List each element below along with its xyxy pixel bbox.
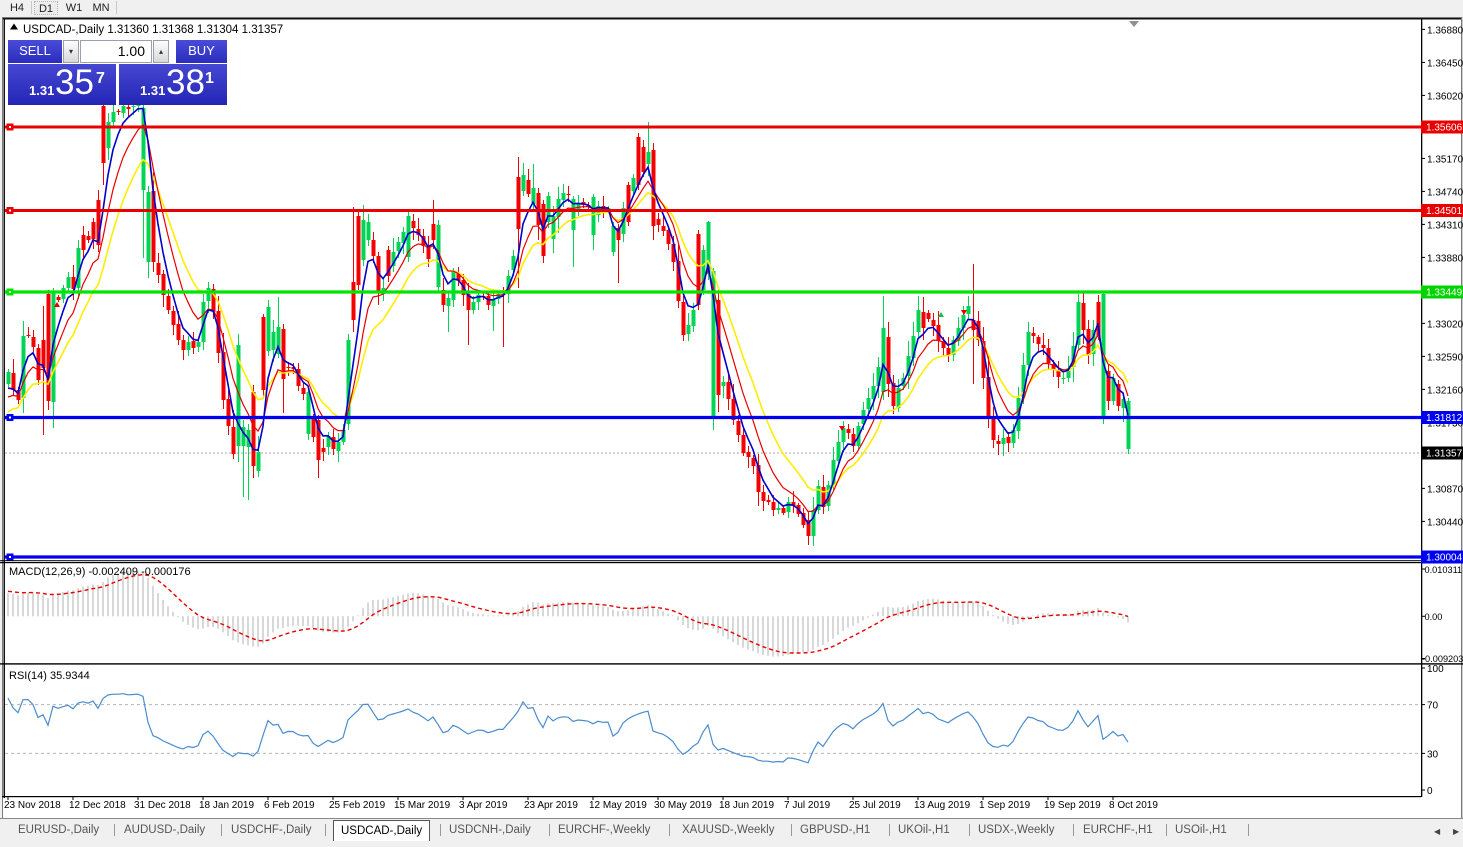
- svg-text:1.30004: 1.30004: [1426, 553, 1463, 564]
- svg-text:1.34740: 1.34740: [1427, 187, 1463, 198]
- svg-text:1.31357: 1.31357: [1426, 449, 1463, 460]
- svg-text:18 Jun 2019: 18 Jun 2019: [719, 800, 774, 811]
- svg-text:12 Dec 2018: 12 Dec 2018: [69, 800, 126, 811]
- svg-text:RSI(14) 35.9344: RSI(14) 35.9344: [9, 670, 90, 682]
- svg-text:1.36880: 1.36880: [1427, 25, 1463, 36]
- svg-text:30 May 2019: 30 May 2019: [654, 800, 712, 811]
- svg-text:0.00: 0.00: [1425, 612, 1443, 622]
- svg-text:1.33020: 1.33020: [1427, 319, 1463, 330]
- svg-text:1.36020: 1.36020: [1427, 91, 1463, 102]
- svg-text:19 Sep 2019: 19 Sep 2019: [1044, 800, 1101, 811]
- svg-text:1.36450: 1.36450: [1427, 58, 1463, 69]
- svg-text:13 Aug 2019: 13 Aug 2019: [914, 800, 971, 811]
- svg-text:70: 70: [1427, 701, 1439, 712]
- svg-text:6 Feb 2019: 6 Feb 2019: [264, 800, 315, 811]
- svg-text:1.32160: 1.32160: [1427, 385, 1463, 396]
- svg-text:1.34501: 1.34501: [1426, 206, 1463, 217]
- svg-text:1.32590: 1.32590: [1427, 352, 1463, 363]
- svg-text:1.33449: 1.33449: [1426, 288, 1463, 299]
- svg-text:1.33880: 1.33880: [1427, 253, 1463, 264]
- svg-text:30: 30: [1427, 749, 1439, 760]
- svg-text:0.010311: 0.010311: [1425, 565, 1463, 575]
- svg-text:1.31812: 1.31812: [1426, 413, 1463, 424]
- svg-text:1 Sep 2019: 1 Sep 2019: [979, 800, 1031, 811]
- svg-text:23 Nov 2018: 23 Nov 2018: [4, 800, 61, 811]
- svg-text:12 May 2019: 12 May 2019: [589, 800, 647, 811]
- svg-text:31 Dec 2018: 31 Dec 2018: [134, 800, 191, 811]
- svg-text:1.35606: 1.35606: [1426, 123, 1463, 134]
- svg-text:-0.009203: -0.009203: [1422, 654, 1463, 664]
- svg-text:1.34310: 1.34310: [1427, 220, 1463, 231]
- svg-text:15 Mar 2019: 15 Mar 2019: [394, 800, 451, 811]
- svg-text:0: 0: [1427, 786, 1433, 797]
- svg-text:1.30870: 1.30870: [1427, 484, 1463, 495]
- svg-text:MACD(12,26,9) -0.002409 -0.000: MACD(12,26,9) -0.002409 -0.000176: [9, 566, 191, 578]
- svg-text:25 Jul 2019: 25 Jul 2019: [849, 800, 901, 811]
- svg-text:100: 100: [1427, 664, 1444, 675]
- svg-text:23 Apr 2019: 23 Apr 2019: [524, 800, 578, 811]
- svg-text:8 Oct 2019: 8 Oct 2019: [1109, 800, 1158, 811]
- svg-text:1.35170: 1.35170: [1427, 154, 1463, 165]
- svg-text:7 Jul 2019: 7 Jul 2019: [784, 800, 831, 811]
- svg-text:1.30440: 1.30440: [1427, 517, 1463, 528]
- svg-text:18 Jan 2019: 18 Jan 2019: [199, 800, 254, 811]
- svg-text:USDCAD-,Daily 1.31360 1.31368: USDCAD-,Daily 1.31360 1.31368 1.31304 1.…: [23, 24, 283, 36]
- svg-text:3 Apr 2019: 3 Apr 2019: [459, 800, 508, 811]
- svg-text:25 Feb 2019: 25 Feb 2019: [329, 800, 386, 811]
